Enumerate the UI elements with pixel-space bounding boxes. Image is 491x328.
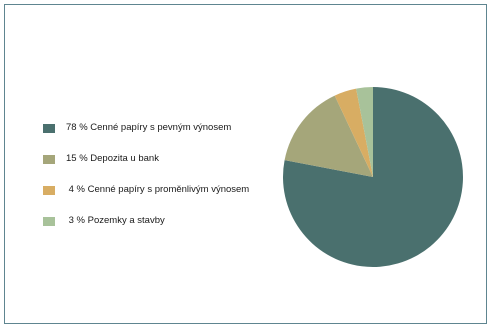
- legend-item: 4 % Cenné papíry s proměnlivým výnosem: [43, 184, 283, 196]
- legend-swatch-0: [43, 123, 55, 133]
- legend-label-0: 78 % Cenné papíry s pevným výnosem: [66, 122, 232, 133]
- legend-item: 78 % Cenné papíry s pevným výnosem: [43, 122, 283, 134]
- pie-slice-2: [334, 88, 373, 177]
- pie-slice-1: [284, 95, 373, 177]
- legend-item: 3 % Pozemky a stavby: [43, 215, 283, 227]
- chart-frame: 78 % Cenné papíry s pevným výnosem 15 % …: [4, 4, 487, 324]
- legend-label-1: 15 % Depozita u bank: [66, 153, 159, 164]
- legend-swatch-3: [43, 216, 55, 226]
- legend-swatch-1: [43, 154, 55, 164]
- legend-swatch-2: [43, 185, 55, 195]
- legend: 78 % Cenné papíry s pevným výnosem 15 % …: [43, 122, 283, 246]
- pie-slice-0: [282, 87, 463, 267]
- legend-label-2: 4 % Cenné papíry s proměnlivým výnosem: [66, 184, 250, 195]
- legend-item: 15 % Depozita u bank: [43, 153, 283, 165]
- pie-chart: [282, 87, 463, 267]
- legend-label-3: 3 % Pozemky a stavby: [66, 215, 165, 226]
- pie-slice-3: [356, 87, 373, 177]
